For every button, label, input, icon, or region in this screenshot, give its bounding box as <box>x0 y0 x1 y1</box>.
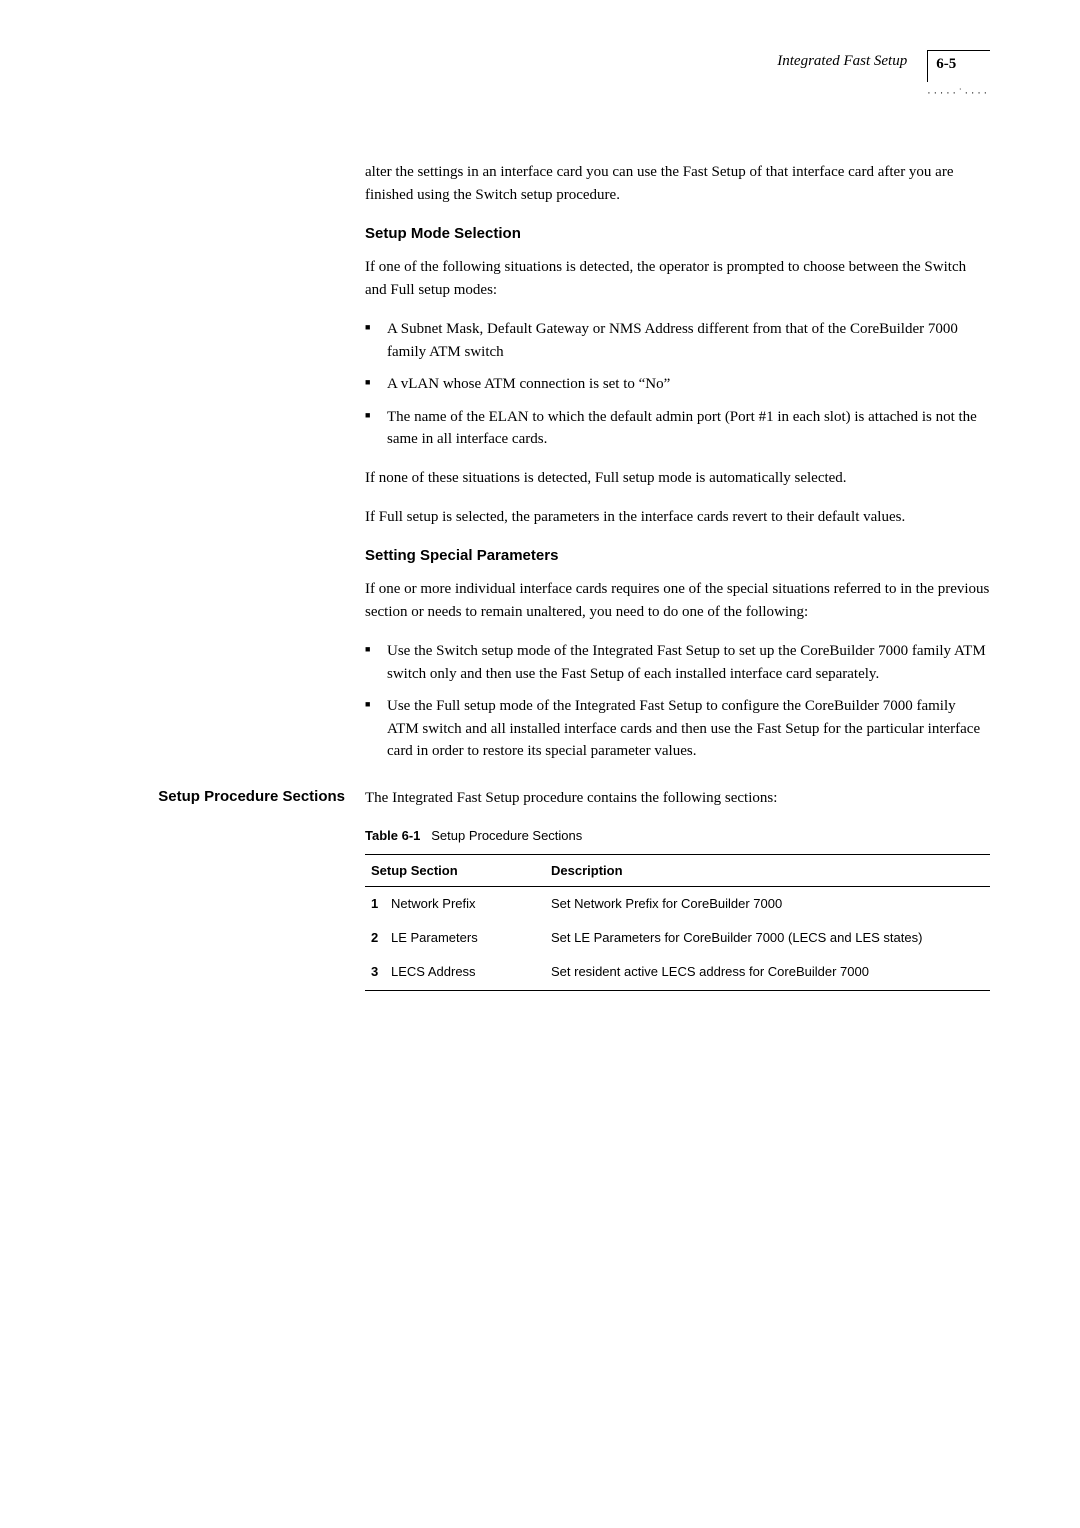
row-desc: Set Network Prefix for CoreBuilder 7000 <box>545 887 990 922</box>
list-item: The name of the ELAN to which the defaul… <box>365 406 990 451</box>
row-number: 1 <box>365 887 385 922</box>
list-item: Use the Switch setup mode of the Integra… <box>365 640 990 685</box>
row-number: 3 <box>365 955 385 990</box>
row-desc: Set LE Parameters for CoreBuilder 7000 (… <box>545 921 990 955</box>
mode-selection-after1: If none of these situations is detected,… <box>365 467 990 490</box>
list-item: Use the Full setup mode of the Integrate… <box>365 695 990 763</box>
page-number-box: 6-5 ·········· <box>927 50 990 101</box>
header-title: Integrated Fast Setup <box>777 50 907 73</box>
table-caption: Table 6-1 Setup Procedure Sections <box>365 826 990 846</box>
special-list: Use the Switch setup mode of the Integra… <box>365 640 990 763</box>
list-item: A vLAN whose ATM connection is set to “N… <box>365 373 990 396</box>
row-name: LECS Address <box>385 955 545 990</box>
table-header-description: Description <box>545 854 990 887</box>
table-header-section: Setup Section <box>365 854 545 887</box>
table-row: 1 Network Prefix Set Network Prefix for … <box>365 887 990 922</box>
row-desc: Set resident active LECS address for Cor… <box>545 955 990 990</box>
mode-selection-list: A Subnet Mask, Default Gateway or NMS Ad… <box>365 318 990 451</box>
table-row: 2 LE Parameters Set LE Parameters for Co… <box>365 921 990 955</box>
page-number: 6-5 <box>927 50 990 82</box>
mode-selection-heading: Setup Mode Selection <box>365 223 990 246</box>
list-item: A Subnet Mask, Default Gateway or NMS Ad… <box>365 318 990 363</box>
table-caption-bold: Table 6-1 <box>365 828 420 843</box>
table-caption-text: Setup Procedure Sections <box>431 828 582 843</box>
header-dots-icon: ·········· <box>927 84 990 101</box>
intro-paragraph: alter the settings in an interface card … <box>365 161 990 208</box>
row-name: LE Parameters <box>385 921 545 955</box>
row-name: Network Prefix <box>385 887 545 922</box>
row-number: 2 <box>365 921 385 955</box>
procedure-lead: The Integrated Fast Setup procedure cont… <box>365 787 990 810</box>
table-row: 3 LECS Address Set resident active LECS … <box>365 955 990 990</box>
special-lead: If one or more individual interface card… <box>365 578 990 625</box>
setup-table: Setup Section Description 1 Network Pref… <box>365 854 990 991</box>
mode-selection-lead: If one of the following situations is de… <box>365 256 990 303</box>
special-heading: Setting Special Parameters <box>365 545 990 568</box>
procedure-side-heading: Setup Procedure Sections <box>90 787 345 807</box>
page-header: Integrated Fast Setup 6-5 ·········· <box>90 50 990 101</box>
mode-selection-after2: If Full setup is selected, the parameter… <box>365 506 990 529</box>
